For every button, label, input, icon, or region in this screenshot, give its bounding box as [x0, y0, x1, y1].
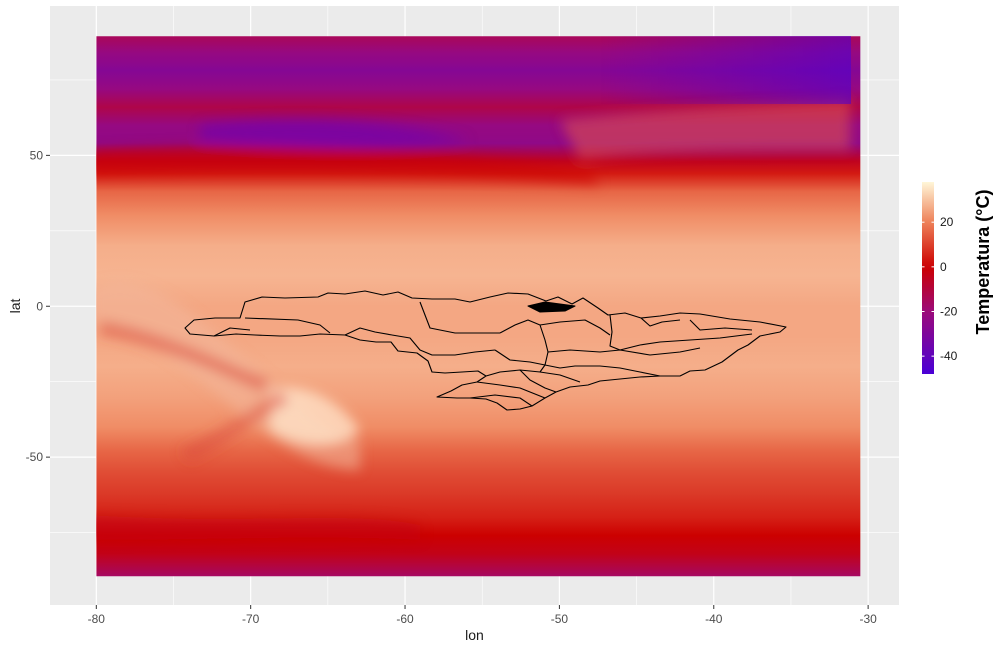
- state-line-santa-catarina: [469, 394, 533, 407]
- state-line-para-west: [419, 301, 500, 334]
- x-tick-label: -70: [242, 612, 260, 626]
- legend-tick-label: 20: [940, 215, 954, 229]
- amapa-filled-region: [527, 301, 576, 313]
- brazil-outline: [184, 290, 787, 411]
- state-line-minas: [599, 365, 661, 377]
- state-line-rondonia: [344, 327, 393, 336]
- y-tick-label: 50: [30, 148, 44, 162]
- state-line-acre: [213, 327, 251, 337]
- x-tick-label: -80: [88, 612, 106, 626]
- state-line-bahia: [547, 347, 701, 356]
- state-line-sao-paulo: [519, 369, 557, 393]
- x-tick-label: -50: [551, 612, 569, 626]
- x-tick-label: -60: [396, 612, 414, 626]
- legend-title: Temperatura (°C): [973, 190, 993, 335]
- y-axis-title: lat: [7, 299, 23, 314]
- cold-bulge-southwest: [96, 515, 420, 540]
- legend-colorbar: [922, 182, 934, 374]
- y-tick-label: -50: [26, 450, 44, 464]
- brazil-state-boundaries: [184, 290, 787, 411]
- state-line-mato-grosso: [391, 334, 496, 356]
- state-line-para-east: [499, 319, 541, 334]
- legend-tick-label: -20: [940, 304, 958, 318]
- hot-spot-southwest: [270, 387, 360, 445]
- raster-features: [96, 100, 850, 540]
- x-axis-title: lon: [465, 627, 484, 643]
- state-line-amazonas: [244, 317, 331, 334]
- state-line-parana: [476, 381, 546, 399]
- x-tick-label: -40: [705, 612, 723, 626]
- warm-streak-1: [100, 320, 270, 392]
- cold-pool-north-central: [200, 120, 470, 148]
- state-line-paraiba: [689, 319, 753, 331]
- state-line-piaui: [609, 314, 641, 351]
- x-tick-label: -30: [859, 612, 877, 626]
- state-line-ceara: [640, 317, 681, 327]
- legend-tick-label: -40: [940, 349, 958, 363]
- state-line-pernambuco: [639, 333, 753, 346]
- warm-bulge-northeast: [560, 100, 850, 160]
- state-line-mato-grosso-sul: [485, 369, 581, 383]
- temperature-raster: [96, 36, 861, 577]
- state-line-goias: [494, 349, 600, 369]
- y-tick-label: 0: [36, 299, 43, 313]
- x-axis: -80 -70 -60 -50 -40 -30: [88, 605, 877, 626]
- warm-streak-2: [180, 390, 290, 462]
- cold-anomaly-northeast: [600, 36, 851, 104]
- cold-tongue-north: [96, 146, 600, 185]
- legend-ticks: 20 0 -20 -40: [922, 215, 958, 363]
- y-axis: -50 0 50: [26, 148, 50, 464]
- legend-tick-label: 0: [940, 260, 947, 274]
- legend: Temperatura (°C) 20 0 -20 -40: [922, 182, 993, 374]
- state-line-maranhao: [539, 319, 611, 336]
